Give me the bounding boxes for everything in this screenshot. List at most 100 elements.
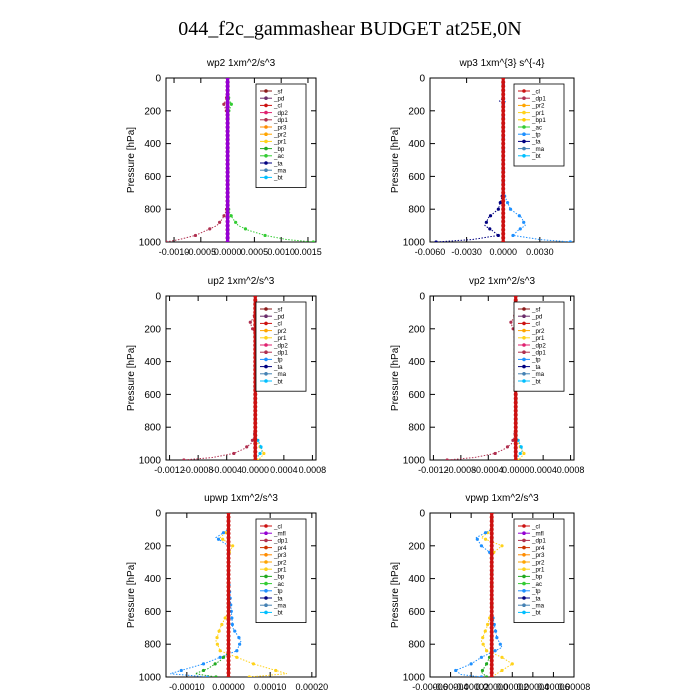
- series-marker-ac: [311, 240, 315, 242]
- series-marker-tp: [483, 531, 488, 535]
- series-marker-cl: [226, 588, 231, 593]
- series-marker-cl: [501, 145, 506, 150]
- panel-title: wp2 1xm^2/s^3: [206, 58, 276, 69]
- legend-label-sf: _sf: [273, 88, 283, 95]
- series-marker-pr1: [220, 622, 224, 627]
- legend-label-pr1: _pr1: [531, 110, 545, 117]
- series-marker-mfl: [225, 129, 230, 134]
- series-marker-bt: [259, 445, 263, 449]
- series-marker-mfl: [225, 96, 230, 101]
- legend-marker-tp: [522, 589, 526, 593]
- legend-label-ac: _ac: [273, 581, 284, 588]
- x-tick-label: 0.0004: [270, 465, 298, 475]
- series-marker-pr1: [235, 655, 239, 659]
- legend-label-tp: _tp: [273, 357, 283, 364]
- x-tick-label: -0.0010: [159, 247, 190, 257]
- series-marker-pr1: [522, 451, 526, 456]
- legend-label-sf: _sf: [531, 306, 541, 313]
- legend-label-bt: _bt: [531, 610, 541, 617]
- series-marker-cl: [501, 80, 506, 85]
- legend-label-ac: _ac: [273, 153, 284, 160]
- series-marker-cl: [226, 601, 231, 606]
- chart-panel-4: vp2 1xm^2/s^3 Pressure [hPa] 0 200 400 600 800…: [390, 276, 584, 475]
- legend-label-bp: _bp: [273, 574, 285, 581]
- series-marker-mfl: [225, 117, 230, 121]
- series-marker-cl: [253, 412, 258, 417]
- legend-label-ac: _ac: [531, 581, 542, 588]
- series-marker-cl: [489, 646, 494, 651]
- series-marker-pr1: [510, 662, 514, 666]
- legend-marker-ac: [522, 581, 526, 586]
- y-tick-label: 600: [144, 172, 161, 183]
- series-marker-cl: [226, 625, 231, 630]
- series-marker-cl: [489, 675, 494, 677]
- series-marker-cl: [226, 564, 231, 569]
- x-tick-label: -0.00002: [453, 682, 489, 692]
- series-marker-cl: [501, 162, 506, 167]
- x-tick-label: 0.00002: [496, 682, 529, 692]
- y-tick-label: 1000: [403, 456, 426, 467]
- series-marker-ta: [434, 240, 438, 242]
- series-marker-cl: [501, 92, 506, 97]
- series-marker-cl: [489, 634, 494, 638]
- series-marker-cl: [489, 539, 494, 544]
- legend-marker-cl: [264, 524, 268, 528]
- series-marker-tp: [522, 220, 526, 224]
- legend-marker-ma: [522, 146, 526, 151]
- series-marker-cl: [501, 117, 506, 121]
- y-tick-label: 800: [408, 423, 425, 434]
- legend-marker-dp2: [264, 110, 268, 115]
- series-marker-mfl: [225, 121, 230, 126]
- legend-marker-cl: [522, 321, 526, 326]
- series-marker-dp1: [193, 233, 198, 238]
- y-tick-label: 400: [408, 139, 425, 150]
- series-marker-cl: [513, 458, 518, 460]
- y-tick-label: 400: [408, 357, 425, 368]
- legend-marker-sf: [522, 307, 526, 311]
- series-marker-cl: [513, 449, 518, 454]
- legend-label-dp1: _dp1: [273, 538, 288, 545]
- series-marker-cl: [513, 433, 518, 438]
- legend-label-dp1: _dp1: [273, 117, 288, 124]
- series-marker-pr1: [500, 544, 504, 548]
- series-marker-cl: [489, 601, 494, 606]
- x-tick-label: 0.0000: [214, 247, 242, 257]
- series-marker-dp1: [248, 320, 252, 324]
- series-marker-cl: [253, 417, 258, 421]
- legend-marker-ma: [264, 372, 268, 376]
- legend-label-pr2: _pr2: [273, 132, 287, 139]
- chart-panel-2: wp3 1xm^{3} s^{-4} Pressure [hPa] 0 200 400 6…: [390, 58, 575, 257]
- series-marker-dp1: [232, 451, 236, 456]
- legend-label-pr1: _pr1: [273, 567, 287, 574]
- series-marker-pr1: [215, 642, 219, 646]
- series-marker-cl: [489, 552, 494, 556]
- legend-marker-pr1: [264, 336, 268, 340]
- series-marker-mfl: [225, 112, 230, 117]
- legend-marker-bt: [264, 610, 268, 615]
- series-marker-cl: [489, 642, 494, 647]
- series-marker-cl: [489, 621, 494, 626]
- series-marker-tp: [495, 636, 499, 640]
- legend-label-mfl: _mfl: [273, 531, 286, 538]
- series-marker-ta: [484, 220, 488, 224]
- y-tick-label: 1000: [139, 238, 162, 249]
- series-marker-cl: [489, 580, 494, 585]
- series-marker-cl: [489, 523, 494, 528]
- series-marker-dp1: [445, 458, 449, 460]
- series-marker-cl: [253, 449, 258, 454]
- series-marker-cl: [226, 658, 231, 663]
- legend-marker-dp1: [264, 350, 268, 355]
- x-tick-label: 0.00008: [558, 682, 591, 692]
- legend-marker-pr1: [522, 110, 526, 115]
- y-tick-label: 800: [408, 640, 425, 651]
- legend-marker-bp: [264, 574, 268, 579]
- legend-marker-pr1: [522, 567, 526, 571]
- series-marker-cl: [501, 231, 506, 236]
- series-marker-tp: [506, 201, 510, 205]
- series-marker-cl: [501, 78, 506, 80]
- series-marker-cl: [501, 174, 506, 179]
- y-tick-label: 400: [408, 574, 425, 585]
- y-tick-label: 600: [144, 390, 161, 401]
- legend-marker-ma: [264, 168, 268, 172]
- series-marker-dp1: [222, 102, 226, 106]
